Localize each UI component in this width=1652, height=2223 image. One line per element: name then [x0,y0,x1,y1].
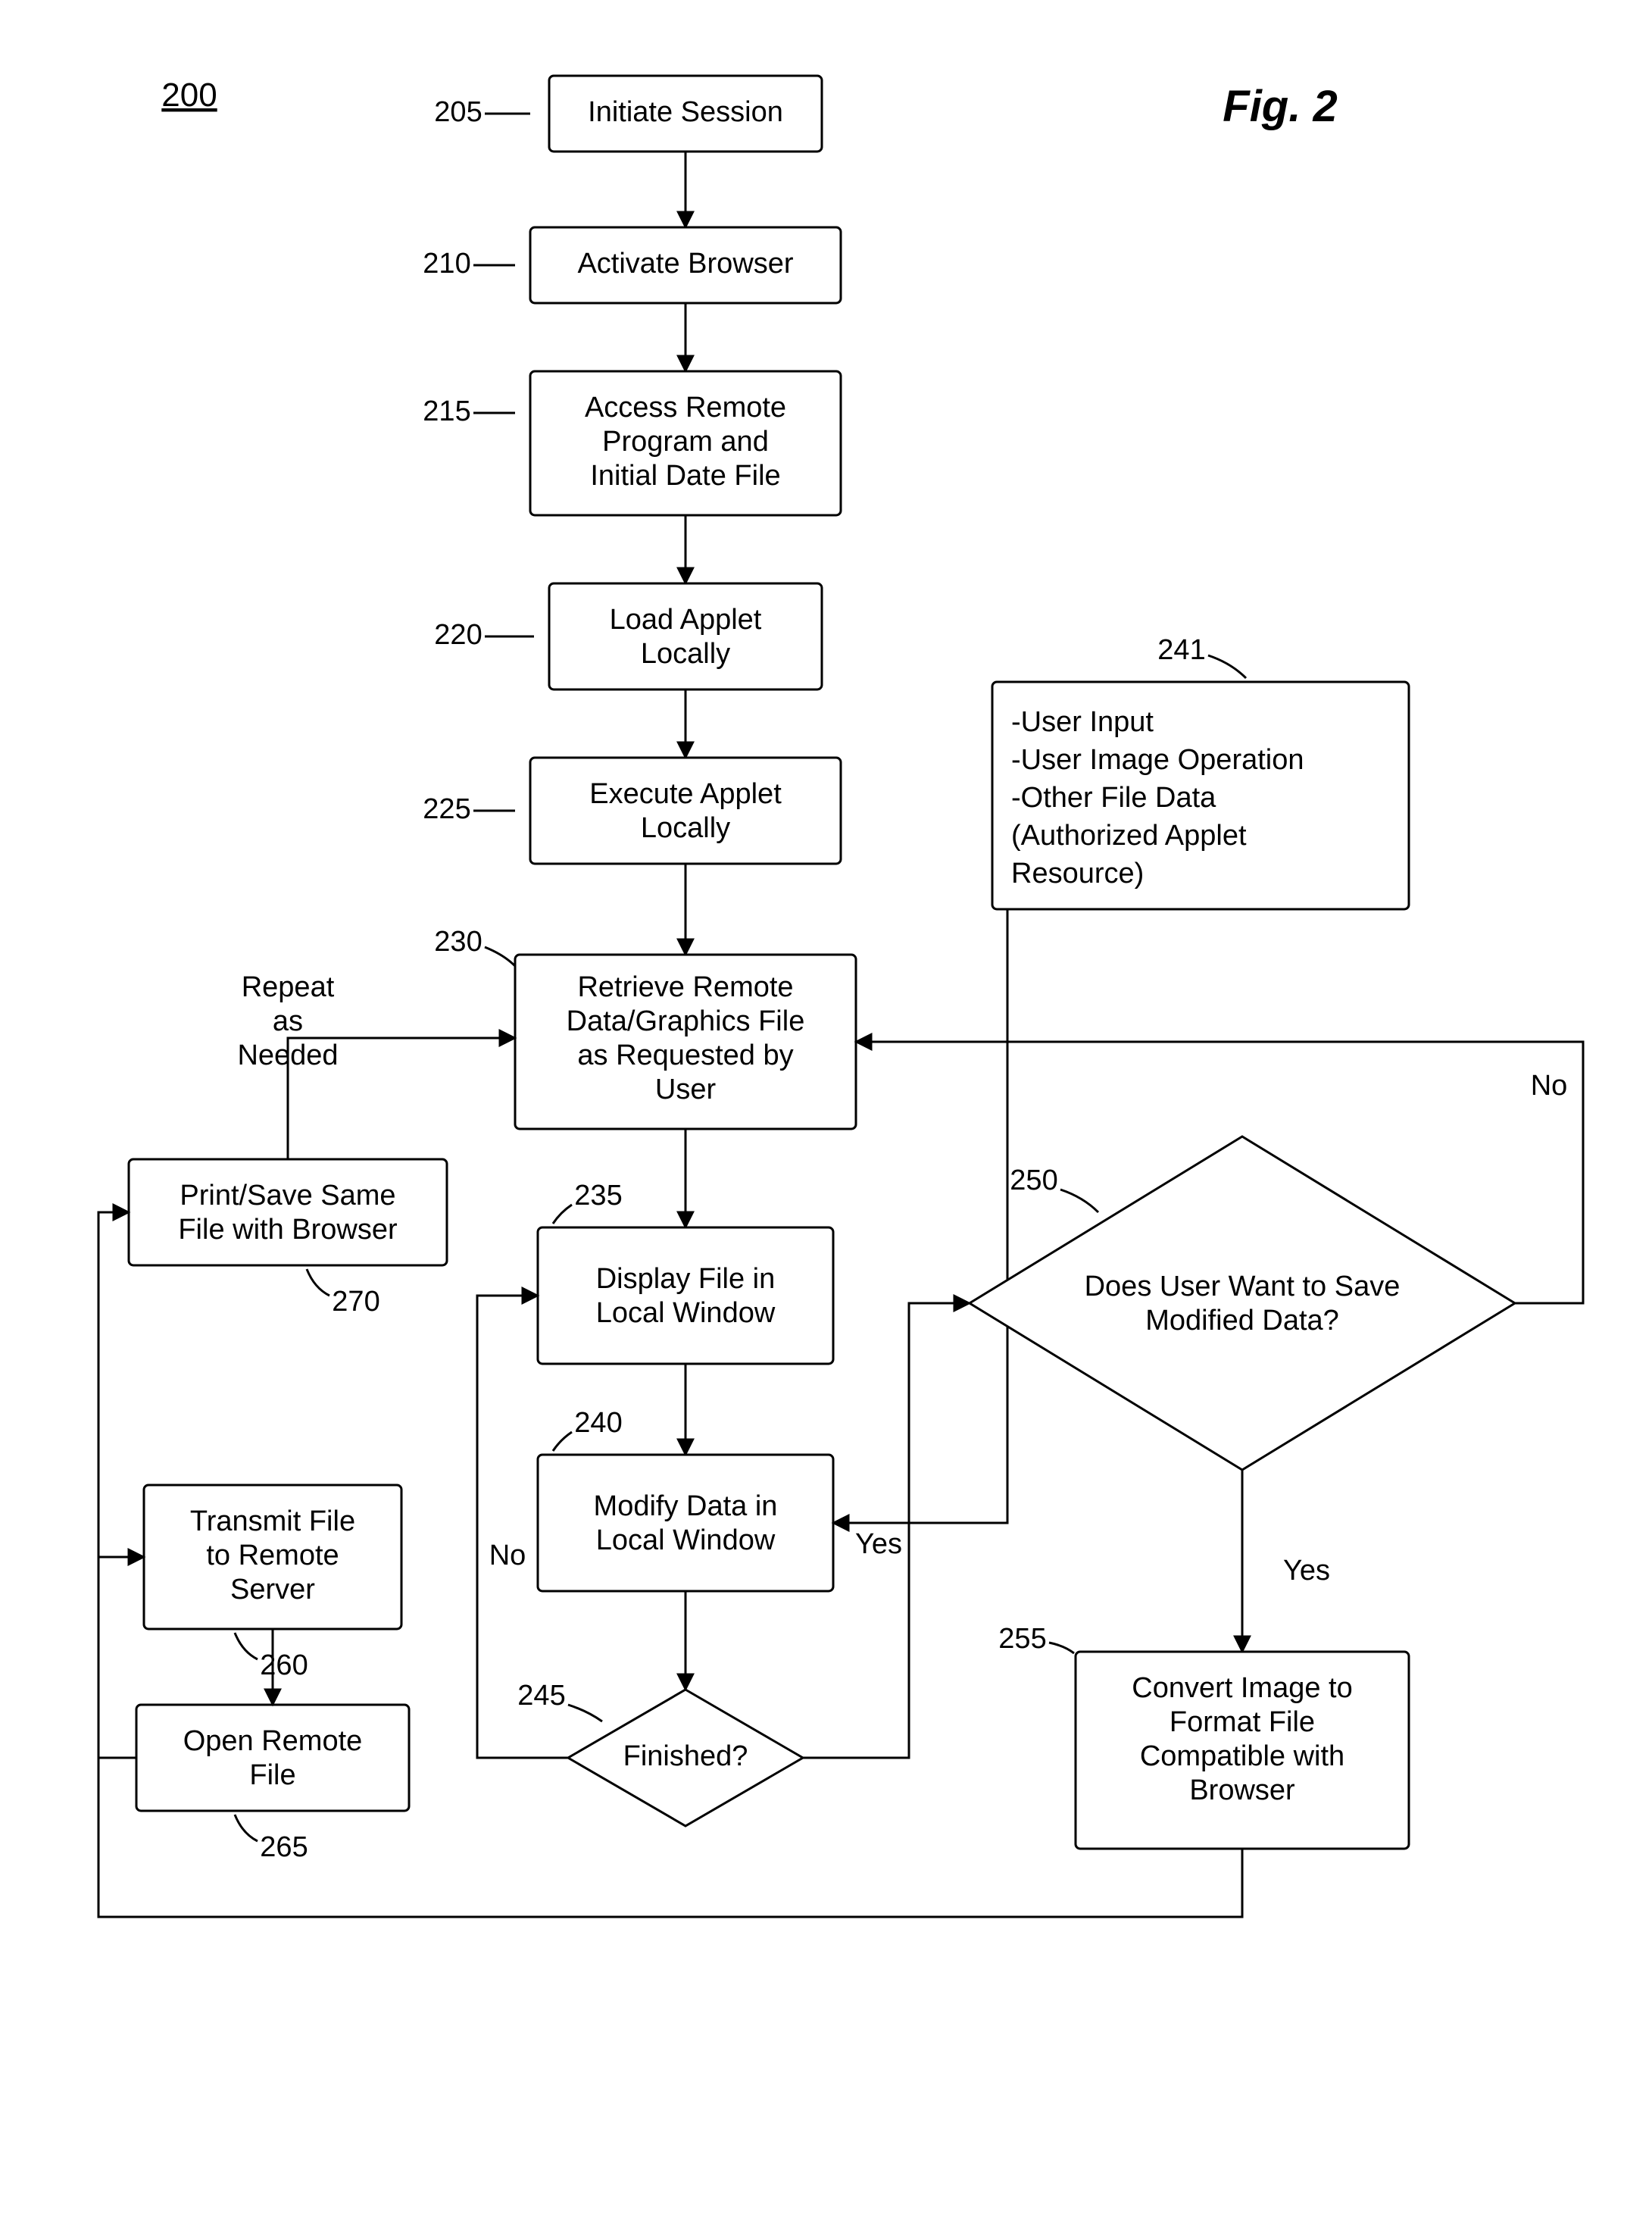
n215-l2: Initial Date File [590,460,780,492]
node-print-save [129,1159,447,1265]
ref-225: 225 [423,793,470,825]
n270-l0: Print/Save Same [180,1180,395,1212]
n260-l0: Transmit File [190,1505,355,1537]
leader-235 [553,1205,572,1224]
edge-241-240 [833,909,1007,1523]
ref-255: 255 [998,1623,1046,1655]
node-open-remote [136,1705,409,1811]
n265-l1: File [249,1759,295,1791]
leader-265 [235,1815,258,1841]
repeat-l2: Needed [237,1040,338,1071]
figure-ref: 200 [161,77,217,114]
ref-245: 245 [517,1680,565,1712]
ref-205: 205 [434,96,482,128]
edge-250-no-label: No [1531,1070,1568,1102]
n241-l3: (Authorized Applet [1011,820,1247,852]
n230-l2: as Requested by [577,1040,793,1071]
n255-l1: Format File [1170,1706,1315,1738]
ref-240: 240 [574,1407,622,1439]
node-display-file [538,1227,833,1364]
ref-265: 265 [260,1831,308,1863]
leader-270 [307,1269,329,1296]
leader-255 [1049,1643,1074,1653]
ref-270: 270 [332,1286,379,1318]
ref-250: 250 [1010,1165,1057,1196]
n241-l0: -User Input [1011,706,1154,738]
repeat-l1: as [273,1005,303,1037]
n260-l2: Server [230,1574,315,1606]
ref-215: 215 [423,396,470,427]
n230-l0: Retrieve Remote [577,971,793,1003]
leader-245 [568,1705,602,1721]
n230-l3: User [655,1074,717,1105]
n220-l1: Locally [641,638,730,670]
edge-265-270 [98,1212,136,1758]
leader-230 [485,947,515,966]
n225-l0: Execute Applet [589,778,782,810]
edge-245-no-label: No [489,1540,526,1571]
node-modify-data [538,1455,833,1591]
n241-l1: -User Image Operation [1011,744,1304,776]
n230-l1: Data/Graphics File [567,1005,805,1037]
n240-l1: Local Window [596,1524,776,1556]
n215-l1: Program and [602,426,769,458]
leader-260 [235,1633,258,1659]
n260-l1: to Remote [206,1540,339,1571]
n220-l0: Load Applet [610,604,762,636]
n250-l0: Does User Want to Save [1085,1271,1401,1302]
n255-l2: Compatible with [1140,1740,1344,1772]
leader-241 [1208,655,1246,678]
n255-l0: Convert Image to [1132,1672,1352,1704]
ref-241: 241 [1157,634,1205,666]
n225-l1: Locally [641,812,730,844]
ref-210: 210 [423,248,470,280]
n235-l1: Local Window [596,1297,776,1329]
flowchart-diagram: 200 Fig. 2 Initiate Session 205 Activate… [0,0,1652,2223]
node-activate-browser-text: Activate Browser [577,248,793,280]
ref-260: 260 [260,1649,308,1681]
leader-250 [1060,1190,1098,1212]
edge-245-250-yes: Yes [855,1528,902,1560]
ref-230: 230 [434,926,482,958]
n245-l0: Finished? [623,1740,748,1772]
n240-l0: Modify Data in [594,1490,778,1522]
ref-235: 235 [574,1180,622,1212]
node-execute-applet [530,758,841,864]
n241-l2: -Other File Data [1011,782,1216,814]
n241-l4: Resource) [1011,858,1144,890]
n235-l0: Display File in [596,1263,776,1295]
n265-l0: Open Remote [183,1725,363,1757]
ref-220: 220 [434,619,482,651]
repeat-l0: Repeat [242,971,335,1003]
edge-250-yes-label: Yes [1283,1555,1330,1587]
n255-l3: Browser [1189,1774,1295,1806]
figure-label: Fig. 2 [1223,82,1337,131]
n250-l1: Modified Data? [1145,1305,1339,1337]
node-initiate-session-text: Initiate Session [588,96,783,128]
node-load-applet [549,583,822,689]
n270-l1: File with Browser [178,1214,398,1246]
n215-l0: Access Remote [585,392,786,424]
leader-240 [553,1432,572,1451]
